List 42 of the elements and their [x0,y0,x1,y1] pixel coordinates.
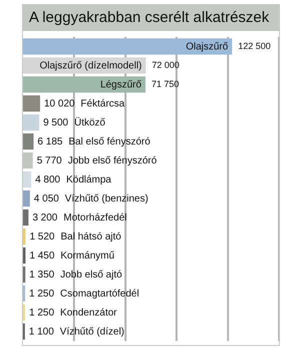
data-label: 1 250 [29,288,55,300]
y-tick-label: Jobb első ajtó [60,269,122,280]
y-tick-label: Bal első fényszóró [68,136,151,148]
y-tick-label: Jobb első fényszóró [68,155,158,166]
bar [23,114,40,131]
data-label: 1 350 [29,269,55,280]
y-tick-label: Kormánymű [60,250,115,262]
y-tick-label: Ködlámpa [66,174,112,186]
bar [23,171,32,188]
data-label: 10 020 [44,98,76,110]
y-tick-label: Kondenzátor [60,307,118,318]
y-tick-label: Motorházfedél [63,212,127,224]
data-label: 3 200 [32,212,58,224]
data-label: 1 520 [30,231,56,242]
chart-title: A leggyakrabban cserélt alkatrészek [23,5,279,31]
y-tick-label: Olajszűrő [186,41,228,52]
data-label: 4 050 [34,193,60,204]
data-label: 6 185 [38,136,64,148]
y-tick-label: Légszűrő [100,79,142,90]
data-label: 1 100 [28,326,54,338]
bar [23,133,34,150]
bar [23,190,30,207]
data-label: 1 450 [29,250,55,262]
y-tick-label: Vízhűtő (benzines) [64,193,148,204]
y-tick-label: Vízhűtő (dízel) [60,326,124,338]
bar [23,209,28,226]
data-label: 72 000 [152,60,180,70]
data-label: 5 770 [36,155,62,166]
data-label: 4 800 [35,174,61,186]
bar [23,95,40,112]
y-tick-label: Féktárcsa [80,98,126,110]
bar [23,228,26,245]
data-label: 122 500 [238,40,271,51]
y-tick-label: Olajszűrő (dízelmodell) [40,60,142,72]
data-label: 1 250 [29,307,55,318]
y-tick-label: Csomagtartófedél [60,288,140,300]
data-label: 71 750 [151,78,179,89]
bar [23,38,232,55]
y-tick-label: Ütköző [74,116,106,128]
bar [23,76,146,93]
data-label: 9 500 [43,117,69,128]
y-tick-label: Bal hátsó ajtó [60,231,122,242]
